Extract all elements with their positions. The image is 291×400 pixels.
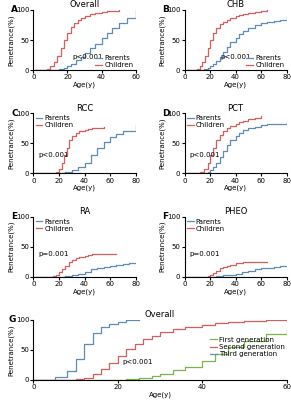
Y-axis label: Penetrance(%): Penetrance(%): [8, 221, 15, 272]
X-axis label: Age(y): Age(y): [224, 288, 247, 295]
Title: RCC: RCC: [76, 104, 93, 112]
Text: p<0.001: p<0.001: [72, 54, 103, 60]
Y-axis label: Penetrance(%): Penetrance(%): [159, 221, 166, 272]
Text: F: F: [162, 212, 168, 221]
Legend: Parents, Children: Parents, Children: [36, 115, 74, 128]
Title: Overall: Overall: [145, 310, 175, 319]
X-axis label: Age(y): Age(y): [148, 392, 172, 398]
Legend: Parents, Children: Parents, Children: [95, 55, 134, 68]
Text: G: G: [8, 315, 15, 324]
Text: p=0.001: p=0.001: [190, 251, 220, 257]
X-axis label: Age(y): Age(y): [73, 185, 96, 192]
Legend: First generation, Second generation, Third generation: First generation, Second generation, Thi…: [210, 337, 285, 357]
Text: A: A: [11, 5, 18, 14]
Text: B: B: [162, 5, 169, 14]
Y-axis label: Penetrance(%): Penetrance(%): [8, 118, 15, 169]
Text: E: E: [11, 212, 17, 221]
Text: p=0.001: p=0.001: [39, 251, 69, 257]
Legend: Parents, Children: Parents, Children: [246, 55, 285, 68]
X-axis label: Age(y): Age(y): [73, 288, 96, 295]
Legend: Parents, Children: Parents, Children: [36, 219, 74, 232]
Y-axis label: Penetrance(%): Penetrance(%): [159, 14, 166, 66]
X-axis label: Age(y): Age(y): [224, 82, 247, 88]
Y-axis label: Penetrance(%): Penetrance(%): [8, 14, 15, 66]
Text: C: C: [11, 108, 18, 118]
Text: p<0.001: p<0.001: [39, 152, 69, 158]
Legend: Parents, Children: Parents, Children: [187, 219, 225, 232]
Text: D: D: [162, 108, 170, 118]
Text: p<0.001: p<0.001: [122, 359, 152, 365]
Title: PCT: PCT: [228, 104, 244, 112]
Text: p<0.001: p<0.001: [190, 152, 220, 158]
X-axis label: Age(y): Age(y): [224, 185, 247, 192]
Y-axis label: Penetrance(%): Penetrance(%): [8, 324, 15, 376]
X-axis label: Age(y): Age(y): [73, 82, 96, 88]
Y-axis label: Penetrance(%): Penetrance(%): [159, 118, 166, 169]
Title: Overall: Overall: [69, 0, 100, 9]
Title: CHB: CHB: [226, 0, 245, 9]
Title: RA: RA: [79, 207, 90, 216]
Text: p<0.001: p<0.001: [220, 54, 251, 60]
Legend: Parents, Children: Parents, Children: [187, 115, 225, 128]
Title: PHEO: PHEO: [224, 207, 247, 216]
